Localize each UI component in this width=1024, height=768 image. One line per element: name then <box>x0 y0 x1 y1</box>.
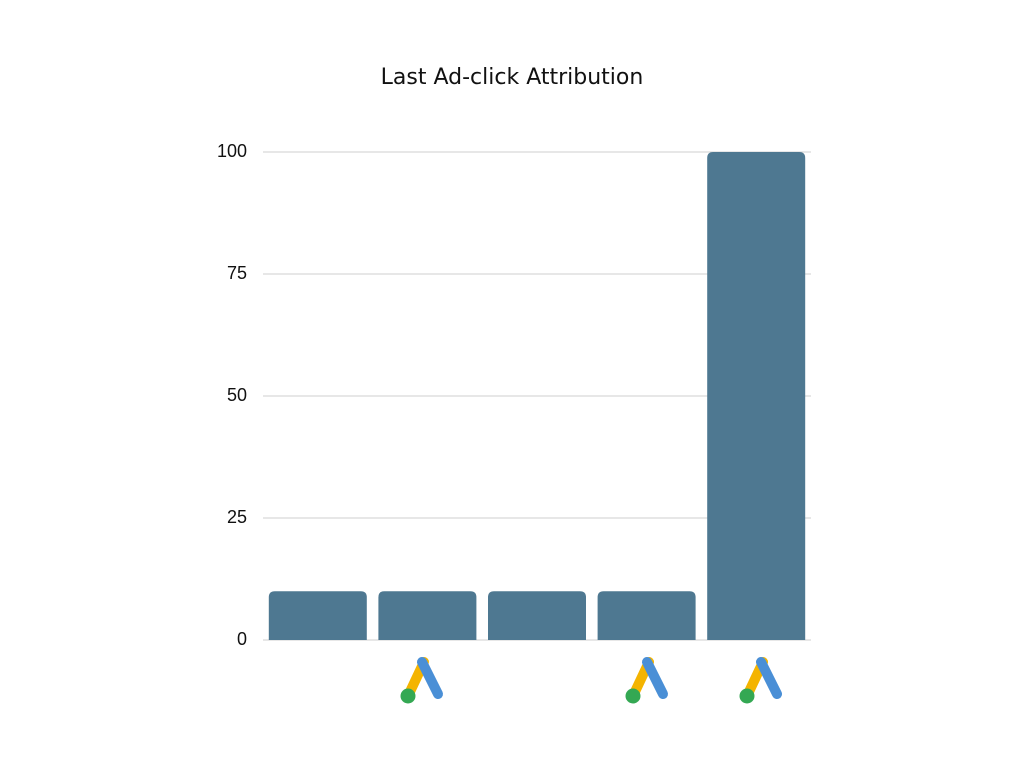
bar <box>378 591 477 640</box>
google-ads-icon <box>740 662 778 704</box>
google-ads-icon <box>626 662 664 704</box>
bar <box>268 591 367 640</box>
bar <box>707 152 806 640</box>
y-tick-label: 0 <box>237 629 247 649</box>
bar <box>488 591 586 640</box>
chart-title: Last Ad-click Attribution <box>381 65 644 90</box>
bar <box>597 591 696 640</box>
y-tick-label: 25 <box>227 507 247 527</box>
y-tick-label: 100 <box>217 141 247 161</box>
google-ads-icon <box>401 662 439 704</box>
y-tick-label: 75 <box>227 263 247 283</box>
y-tick-label: 50 <box>227 385 247 405</box>
